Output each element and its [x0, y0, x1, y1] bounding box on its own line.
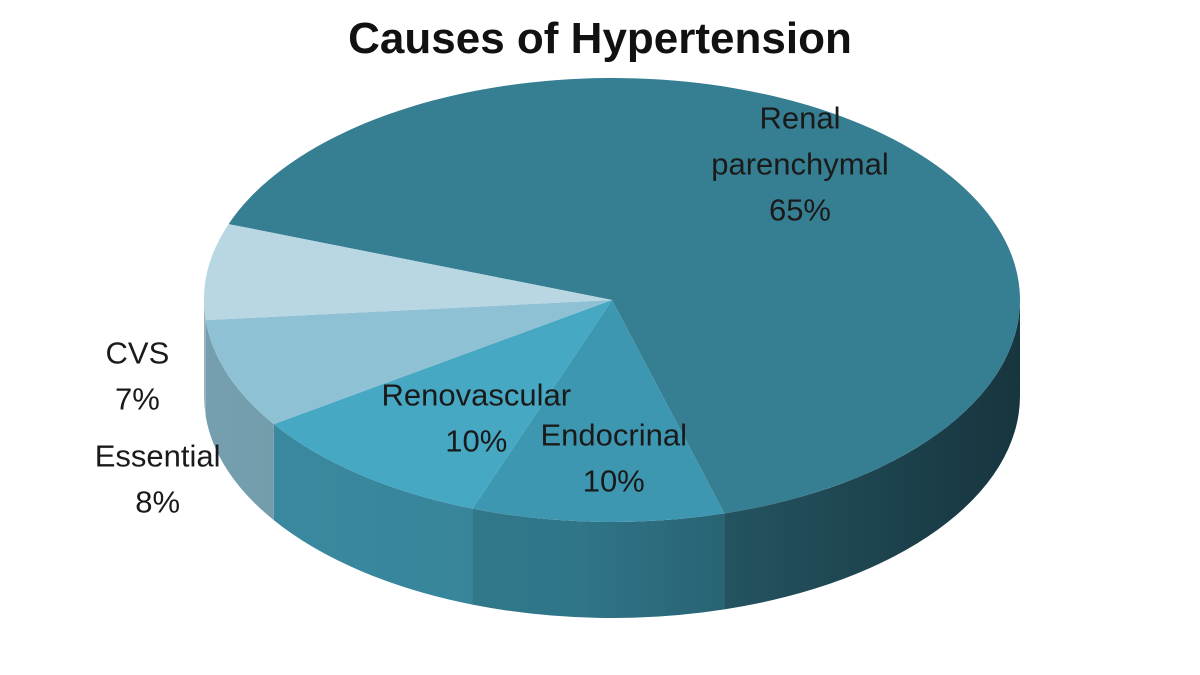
slice-label-endocrinal: Endocrinal 10%: [540, 418, 686, 499]
slice-label-renovascular: Renovascular 10%: [382, 378, 572, 459]
pie-slice-renovascular: [273, 300, 612, 509]
slice-value-essential: 8%: [135, 484, 180, 519]
pie-slice-endocrinal: [472, 300, 725, 522]
chart-title: Causes of Hypertension: [348, 14, 852, 63]
slice-value-renal-parenchymal: 65%: [769, 193, 831, 228]
slice-name-renal-parenchymal: Renal: [759, 101, 840, 136]
slice-label-cvs: CVS 7%: [106, 335, 170, 416]
slice-name-cvs: CVS: [106, 335, 170, 370]
pie-side-renovascular: [273, 424, 473, 605]
slice-value-cvs: 7%: [115, 381, 160, 416]
slice-name-essential: Essential: [95, 438, 221, 473]
slice-value-renovascular: 10%: [445, 424, 507, 459]
pie-slice-essential: [205, 300, 612, 425]
pie-slice-cvs: [203, 224, 612, 321]
slice-label-essential: Essential 8%: [95, 438, 221, 519]
pie-slice-renal-parenchymal: [228, 78, 1020, 514]
slice-name-renovascular: Renovascular: [382, 378, 572, 413]
pie-side-essential: [205, 320, 274, 521]
pie-side-endocrinal: [472, 508, 725, 618]
slice-name-endocrinal: Endocrinal: [540, 418, 686, 453]
slice-value-endocrinal: 10%: [583, 464, 645, 499]
slice-label-renal-parenchymal: Renal parenchymal 65%: [711, 101, 888, 228]
pie-side-renal-parenchymal: [724, 300, 1020, 610]
pie-side-cvs: [204, 300, 206, 417]
slice-name-renal-parenchymal: parenchymal: [711, 147, 888, 182]
